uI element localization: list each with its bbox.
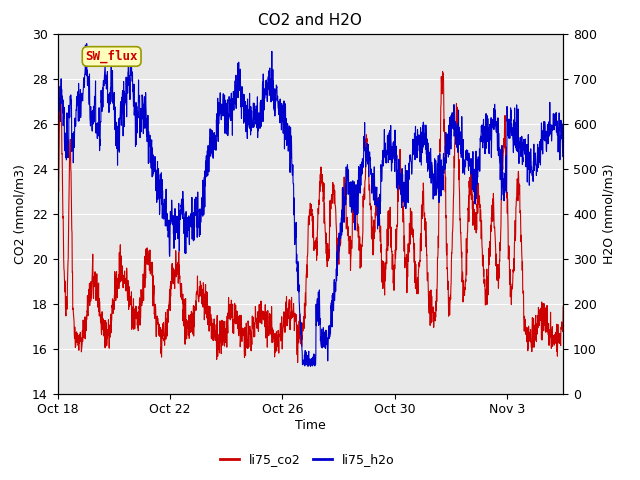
Y-axis label: H2O (mmol/m3): H2O (mmol/m3)	[602, 163, 616, 264]
Text: SW_flux: SW_flux	[85, 50, 138, 63]
X-axis label: Time: Time	[295, 419, 326, 432]
Legend: li75_co2, li75_h2o: li75_co2, li75_h2o	[215, 448, 399, 471]
Y-axis label: CO2 (mmol/m3): CO2 (mmol/m3)	[13, 164, 26, 264]
Title: CO2 and H2O: CO2 and H2O	[259, 13, 362, 28]
